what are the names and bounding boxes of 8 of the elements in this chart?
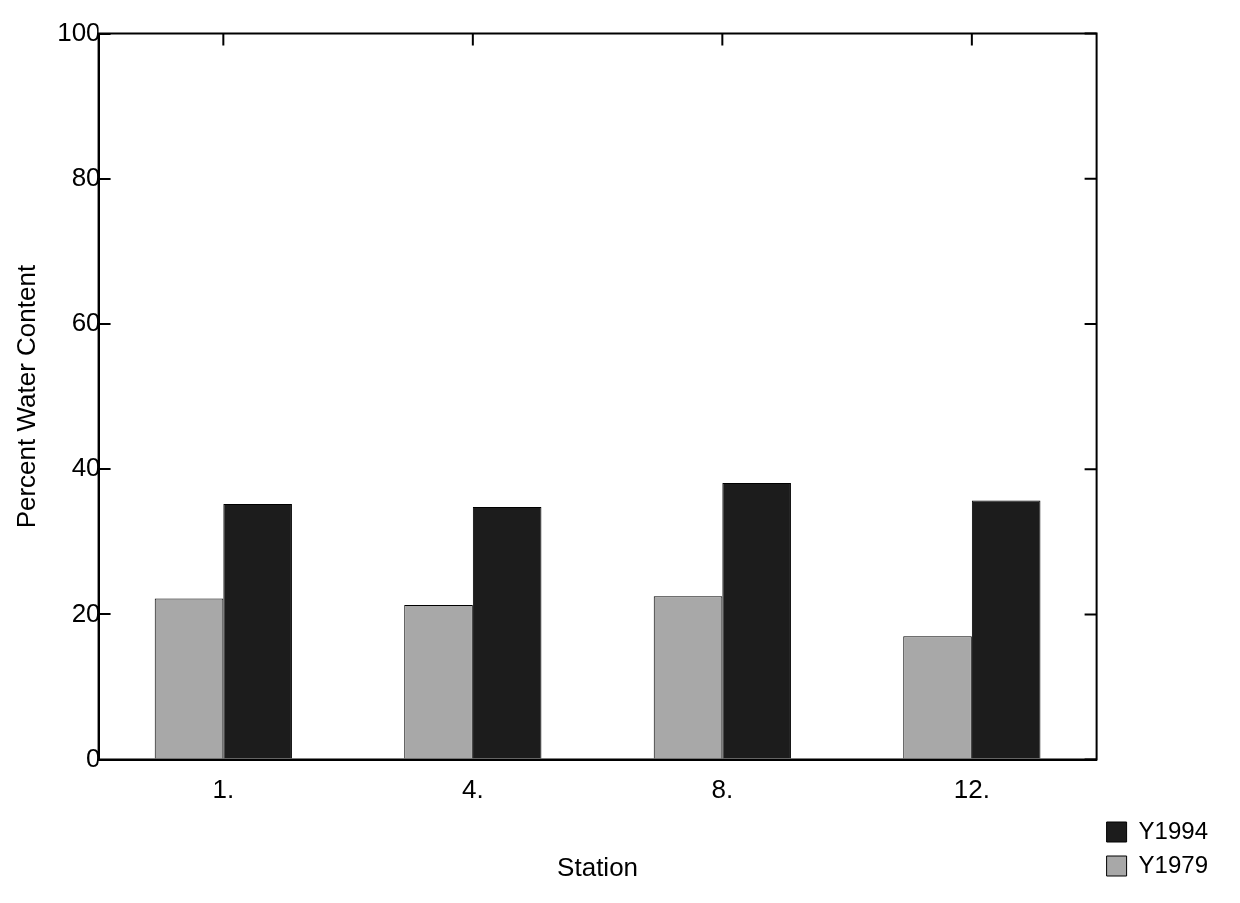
x-tick-label: 4. bbox=[461, 774, 484, 805]
x-tick-label: 12. bbox=[953, 774, 990, 805]
legend-label: Y1979 bbox=[1138, 850, 1209, 878]
x-tick-label: 8. bbox=[711, 774, 734, 805]
legend-label: Y1994 bbox=[1138, 816, 1209, 844]
x-tick-label: 1. bbox=[212, 774, 235, 805]
x-axis-title: Station bbox=[557, 851, 639, 882]
y-axis-title: Percent Water Content bbox=[10, 264, 41, 529]
